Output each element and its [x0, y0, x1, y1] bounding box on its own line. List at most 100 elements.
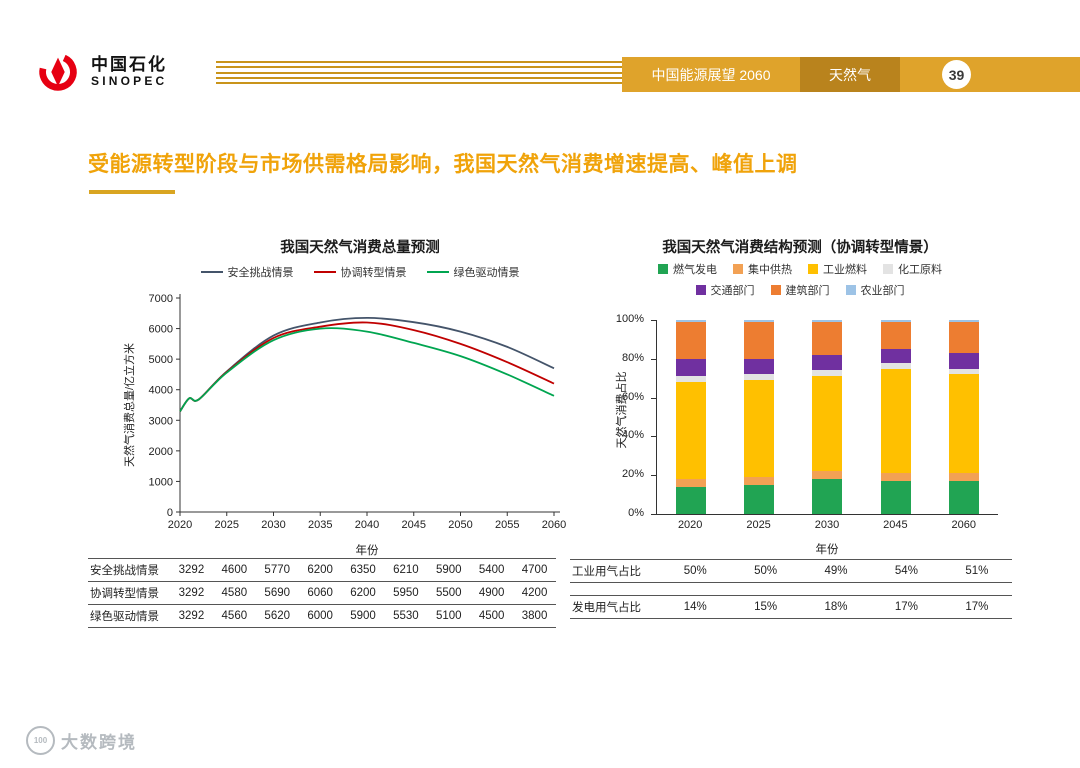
legend-row: 交通部门 建筑部门 农业部门 [695, 282, 905, 298]
legend-label: 协调转型情景 [340, 267, 407, 279]
bar-chart-legend: 燃气发电 集中供热 工业燃料 化工原料 交通部门 建筑部门 农业部门 [590, 261, 1010, 298]
bar-chart-plot [656, 320, 998, 515]
logo-text: 中国石化 SINOPEC [91, 55, 167, 88]
table-row: 工业用气占比 50% 50% 49% 54% 51% [570, 559, 1012, 583]
bar-segment [812, 354, 843, 371]
legend-line-swatch [200, 271, 223, 273]
bar-chart-bars [657, 320, 998, 514]
page-number-area: 39 [900, 57, 1080, 92]
table-cell: 6200 [307, 564, 333, 576]
bar-segment [880, 349, 911, 363]
row-label: 工业用气占比 [572, 566, 641, 578]
table-cell: 4700 [521, 564, 548, 576]
table-cell: 6200 [350, 587, 376, 599]
svg-text:2050: 2050 [448, 519, 472, 531]
line-series [179, 327, 555, 412]
bar-segment [744, 374, 775, 381]
table-row: 安全挑战情景 3292 4600 5770 6200 6350 6210 5900 5400 47… [88, 559, 556, 582]
bar-segment [812, 471, 843, 480]
legend-label: 集中供热 [748, 264, 792, 276]
table-cell: 4600 [221, 564, 248, 576]
table-cell: 3292 [178, 587, 205, 599]
svg-text:5000: 5000 [149, 354, 173, 366]
svg-text:天然气消费总量/亿立方米: 天然气消费总量/亿立方米 [122, 343, 136, 467]
bar-segment [744, 380, 775, 478]
stacked-bar-2030 [812, 320, 843, 514]
table-cell: 49% [824, 565, 848, 577]
bar-segment [676, 486, 707, 514]
legend-swatch [883, 264, 893, 274]
legend-item: 绿色驱动情景 [426, 264, 520, 280]
watermark-logo-icon: 100 [26, 726, 55, 755]
svg-text:7000: 7000 [149, 293, 173, 305]
bar-chart-xlabel: 年份 [815, 544, 839, 556]
legend-label: 化工原料 [898, 264, 942, 276]
table-cell: 5770 [264, 564, 291, 576]
svg-text:3000: 3000 [149, 415, 173, 427]
table-cell: 3800 [521, 610, 548, 622]
sinopec-logo: 中国石化 SINOPEC [33, 50, 167, 94]
logo-text-cn: 中国石化 [91, 55, 167, 75]
bar-segment [948, 321, 979, 354]
legend-label: 农业部门 [860, 285, 905, 297]
x-tick-label: 2025 [746, 519, 771, 531]
y-tick [651, 436, 656, 438]
bar-segment [812, 322, 843, 355]
legend-line-swatch [313, 271, 336, 273]
stacked-bar-2025 [744, 320, 775, 514]
row-label: 绿色驱动情景 [90, 611, 159, 623]
y-tick-label: 80% [621, 351, 644, 364]
table-cell: 5620 [264, 610, 291, 622]
sinopec-logo-mark [39, 53, 77, 91]
table-row: 发电用气占比 14% 15% 18% 17% 17% [570, 595, 1012, 619]
bar-chart-title: 我国天然气消费结构预测（协调转型情景） [662, 240, 938, 256]
bar-segment [676, 376, 707, 383]
bar-segment [744, 484, 775, 514]
table-cell: 17% [894, 601, 918, 613]
legend-item: 建筑部门 [770, 282, 830, 298]
bar-segment [880, 481, 911, 514]
watermark: 100 大数跨境 [26, 726, 137, 755]
legend-swatch [733, 264, 743, 274]
bar-segment [948, 374, 979, 474]
line-chart-svg: 0 1000 2000 3000 4000 5000 6000 7000 2020 2025 203… [122, 293, 566, 557]
bar-segment [676, 321, 707, 359]
bar-segment [744, 358, 775, 375]
total-consumption-line-chart: 0 1000 2000 3000 4000 5000 6000 7000 2020 2025 203… [118, 282, 578, 562]
table-cell: 5500 [435, 587, 462, 599]
stacked-bar-2020 [676, 320, 707, 514]
y-tick-label: 20% [621, 468, 644, 481]
watermark-text: 大数跨境 [61, 733, 137, 752]
table-cell: 4200 [521, 587, 548, 599]
legend-item: 工业燃料 [808, 261, 867, 277]
bar-segment [948, 353, 979, 369]
svg-text:2055: 2055 [495, 519, 519, 531]
svg-text:6000: 6000 [149, 324, 173, 336]
bar-segment [744, 321, 775, 359]
legend-swatch [808, 264, 818, 274]
table-cell: 3292 [178, 564, 205, 576]
line-chart-title: 我国天然气消费总量预测 [280, 240, 440, 256]
line-chart-data-table: 安全挑战情景 3292 4600 5770 6200 6350 6210 5900 5400 47… [88, 558, 556, 628]
table-cell: 5900 [435, 564, 462, 576]
svg-text:2060: 2060 [542, 519, 566, 531]
legend-label: 工业燃料 [823, 264, 867, 276]
x-tick-label: 2060 [951, 519, 976, 531]
table-cell: 4500 [478, 610, 505, 622]
bar-segment [880, 368, 911, 474]
legend-swatch [770, 285, 781, 295]
bar-segment [676, 320, 707, 322]
header-decoration-lines [216, 61, 622, 84]
svg-text:4000: 4000 [149, 385, 173, 397]
bar-segment [948, 481, 979, 514]
svg-text:2020: 2020 [168, 519, 192, 531]
line-series [179, 321, 555, 412]
bar-segment [880, 362, 911, 369]
x-tick-label: 2030 [814, 519, 840, 531]
table-cell: 54% [894, 565, 918, 577]
bar-segment [676, 382, 707, 480]
bar-segment [880, 320, 911, 322]
table-cell: 5530 [393, 610, 419, 622]
legend-row: 燃气发电 集中供热 工业燃料 化工原料 [658, 261, 942, 277]
y-tick-label: 40% [621, 429, 644, 442]
